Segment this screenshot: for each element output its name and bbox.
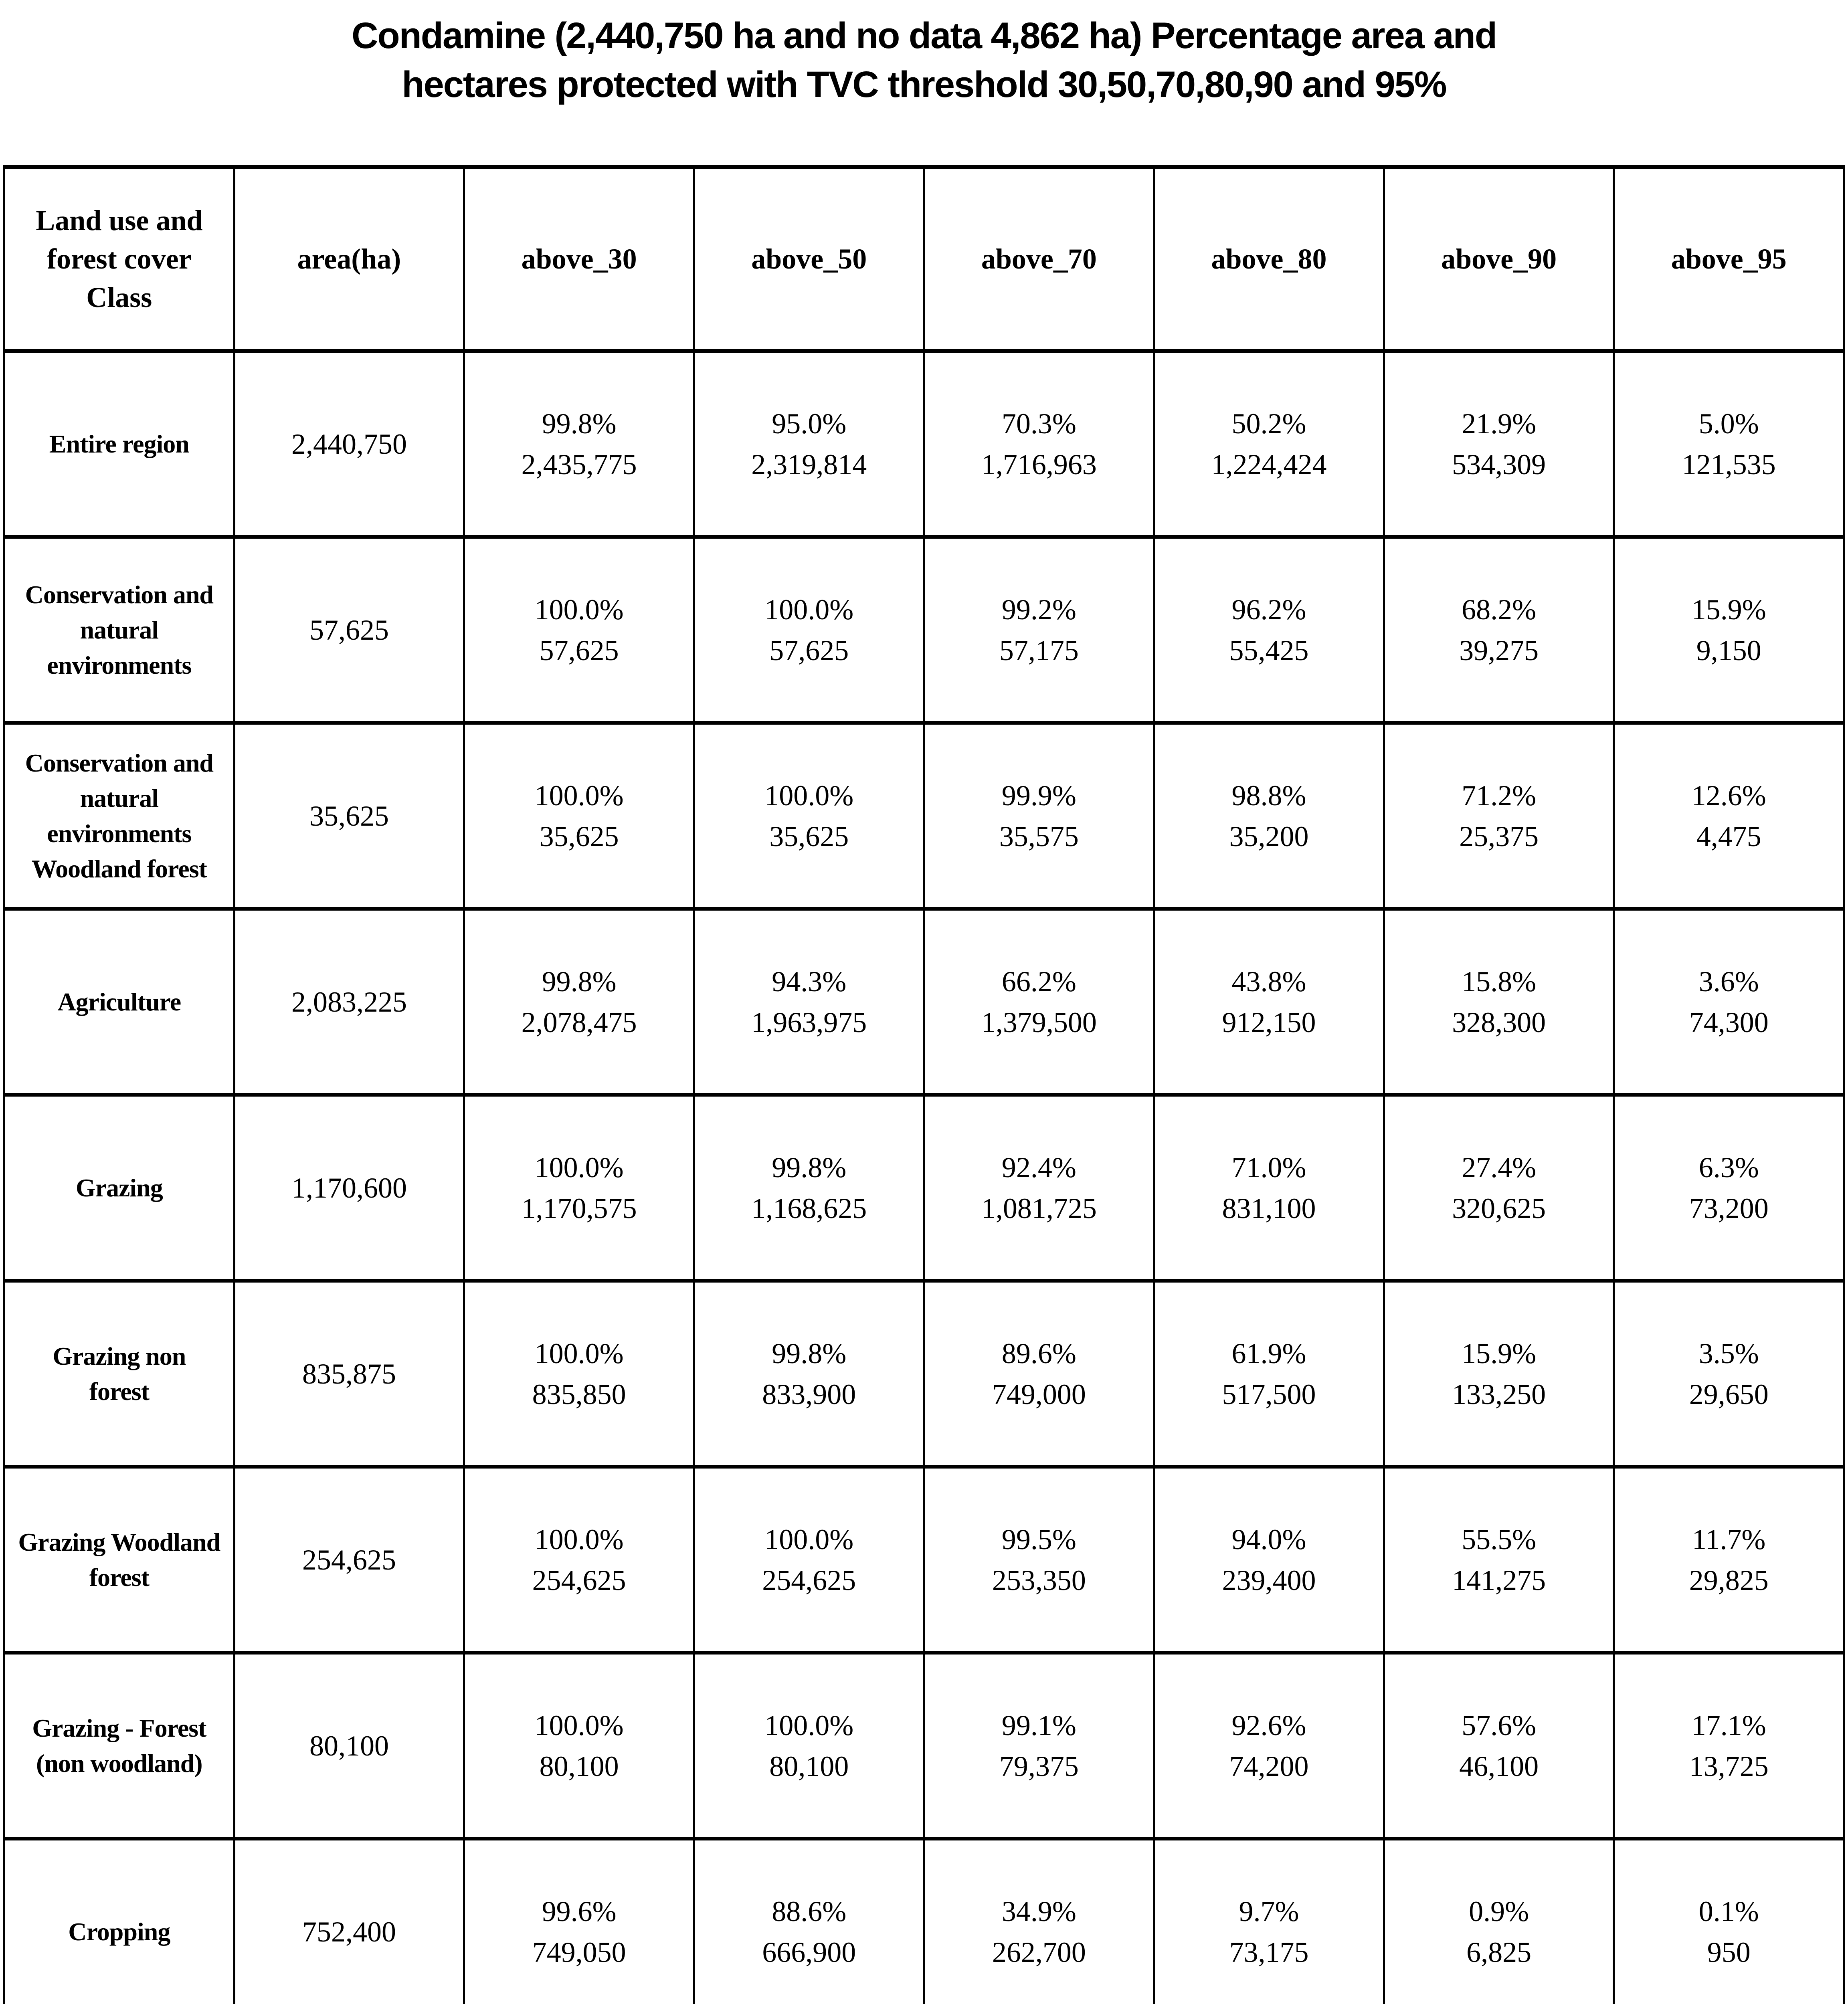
cell-area: 2,083,225 (233, 907, 465, 1097)
table-row: Grazing - Forest (non woodland) 80,100 1… (3, 1651, 1845, 1840)
row-class-label: Agriculture (3, 907, 235, 1097)
cell-above50: 100.0% 57,625 (693, 535, 925, 725)
col-header-above50: above_50 (693, 165, 925, 353)
cell-above70: 92.4% 1,081,725 (923, 1093, 1155, 1283)
row-class-label: Cropping (3, 1837, 235, 2004)
cell-above95: 15.9% 9,150 (1613, 535, 1845, 725)
row-class-label: Conservation and natural environments Wo… (3, 721, 235, 911)
table-header: Land use and forest cover Class area(ha)… (3, 165, 1845, 353)
col-header-class: Land use and forest cover Class (3, 165, 235, 353)
cell-above30: 99.8% 2,078,475 (463, 907, 695, 1097)
cell-above90: 15.8% 328,300 (1383, 907, 1615, 1097)
cell-area: 2,440,750 (233, 349, 465, 539)
cell-above50: 99.8% 1,168,625 (693, 1093, 925, 1283)
cell-above50: 94.3% 1,963,975 (693, 907, 925, 1097)
table-row: Cropping 752,400 99.6% 749,050 88.6% 666… (3, 1837, 1845, 2004)
cell-above30: 100.0% 254,625 (463, 1465, 695, 1655)
cell-above90: 15.9% 133,250 (1383, 1279, 1615, 1469)
row-class-label: Grazing Woodland forest (3, 1465, 235, 1655)
cell-above90: 57.6% 46,100 (1383, 1651, 1615, 1840)
cell-above70: 99.2% 57,175 (923, 535, 1155, 725)
table-row: Agriculture 2,083,225 99.8% 2,078,475 94… (3, 907, 1845, 1097)
cell-above90: 55.5% 141,275 (1383, 1465, 1615, 1655)
cell-above95: 3.6% 74,300 (1613, 907, 1845, 1097)
cell-above80: 43.8% 912,150 (1153, 907, 1385, 1097)
cell-above30: 100.0% 35,625 (463, 721, 695, 911)
cell-area: 835,875 (233, 1279, 465, 1469)
cell-above95: 11.7% 29,825 (1613, 1465, 1845, 1655)
cell-above90: 0.9% 6,825 (1383, 1837, 1615, 2004)
cell-area: 752,400 (233, 1837, 465, 2004)
table-row: Entire region 2,440,750 99.8% 2,435,775 … (3, 349, 1845, 539)
cell-above70: 70.3% 1,716,963 (923, 349, 1155, 539)
cell-above50: 88.6% 666,900 (693, 1837, 925, 2004)
cell-above80: 71.0% 831,100 (1153, 1093, 1385, 1283)
cell-above80: 96.2% 55,425 (1153, 535, 1385, 725)
cell-above80: 94.0% 239,400 (1153, 1465, 1385, 1655)
cell-above30: 100.0% 1,170,575 (463, 1093, 695, 1283)
header-row: Land use and forest cover Class area(ha)… (3, 165, 1845, 353)
page-title-line2: hectares protected with TVC threshold 30… (402, 64, 1447, 105)
cell-above30: 100.0% 835,850 (463, 1279, 695, 1469)
cell-above50: 100.0% 35,625 (693, 721, 925, 911)
table-row: Conservation and natural environments 57… (3, 535, 1845, 725)
cell-above70: 34.9% 262,700 (923, 1837, 1155, 2004)
cell-above30: 100.0% 80,100 (463, 1651, 695, 1840)
cell-above30: 99.8% 2,435,775 (463, 349, 695, 539)
table-row: Grazing non forest 835,875 100.0% 835,85… (3, 1279, 1845, 1469)
cell-above30: 99.6% 749,050 (463, 1837, 695, 2004)
cell-above90: 21.9% 534,309 (1383, 349, 1615, 539)
col-header-above80: above_80 (1153, 165, 1385, 353)
cell-area: 1,170,600 (233, 1093, 465, 1283)
cell-above50: 100.0% 80,100 (693, 1651, 925, 1840)
row-class-label: Entire region (3, 349, 235, 539)
cell-area: 35,625 (233, 721, 465, 911)
cell-above90: 68.2% 39,275 (1383, 535, 1615, 725)
table-row: Grazing 1,170,600 100.0% 1,170,575 99.8%… (3, 1093, 1845, 1283)
cell-above70: 66.2% 1,379,500 (923, 907, 1155, 1097)
cell-above95: 12.6% 4,475 (1613, 721, 1845, 911)
cell-above90: 71.2% 25,375 (1383, 721, 1615, 911)
col-header-area: area(ha) (233, 165, 465, 353)
cell-area: 80,100 (233, 1651, 465, 1840)
row-class-label: Conservation and natural environments (3, 535, 235, 725)
cell-above95: 3.5% 29,650 (1613, 1279, 1845, 1469)
cell-above30: 100.0% 57,625 (463, 535, 695, 725)
cell-above70: 99.9% 35,575 (923, 721, 1155, 911)
cell-above50: 95.0% 2,319,814 (693, 349, 925, 539)
page-title: Condamine (2,440,750 ha and no data 4,86… (0, 11, 1848, 109)
cell-above70: 99.1% 79,375 (923, 1651, 1155, 1840)
cell-above95: 0.1% 950 (1613, 1837, 1845, 2004)
col-header-above70: above_70 (923, 165, 1155, 353)
cell-above50: 99.8% 833,900 (693, 1279, 925, 1469)
cell-above80: 61.9% 517,500 (1153, 1279, 1385, 1469)
cell-above80: 50.2% 1,224,424 (1153, 349, 1385, 539)
row-class-label: Grazing non forest (3, 1279, 235, 1469)
col-header-above90: above_90 (1383, 165, 1615, 353)
table-row: Grazing Woodland forest 254,625 100.0% 2… (3, 1465, 1845, 1655)
cell-area: 254,625 (233, 1465, 465, 1655)
cell-above70: 89.6% 749,000 (923, 1279, 1155, 1469)
cell-above90: 27.4% 320,625 (1383, 1093, 1615, 1283)
cell-above80: 9.7% 73,175 (1153, 1837, 1385, 2004)
cell-above95: 6.3% 73,200 (1613, 1093, 1845, 1283)
cell-above95: 17.1% 13,725 (1613, 1651, 1845, 1840)
col-header-above30: above_30 (463, 165, 695, 353)
col-header-above95: above_95 (1613, 165, 1845, 353)
row-class-label: Grazing - Forest (non woodland) (3, 1651, 235, 1840)
table-row: Conservation and natural environments Wo… (3, 721, 1845, 911)
cell-above50: 100.0% 254,625 (693, 1465, 925, 1655)
cell-above95: 5.0% 121,535 (1613, 349, 1845, 539)
tvc-threshold-table: Land use and forest cover Class area(ha)… (3, 165, 1845, 2004)
cell-above80: 92.6% 74,200 (1153, 1651, 1385, 1840)
cell-area: 57,625 (233, 535, 465, 725)
cell-above70: 99.5% 253,350 (923, 1465, 1155, 1655)
cell-above80: 98.8% 35,200 (1153, 721, 1385, 911)
page-title-line1: Condamine (2,440,750 ha and no data 4,86… (351, 15, 1497, 56)
row-class-label: Grazing (3, 1093, 235, 1283)
